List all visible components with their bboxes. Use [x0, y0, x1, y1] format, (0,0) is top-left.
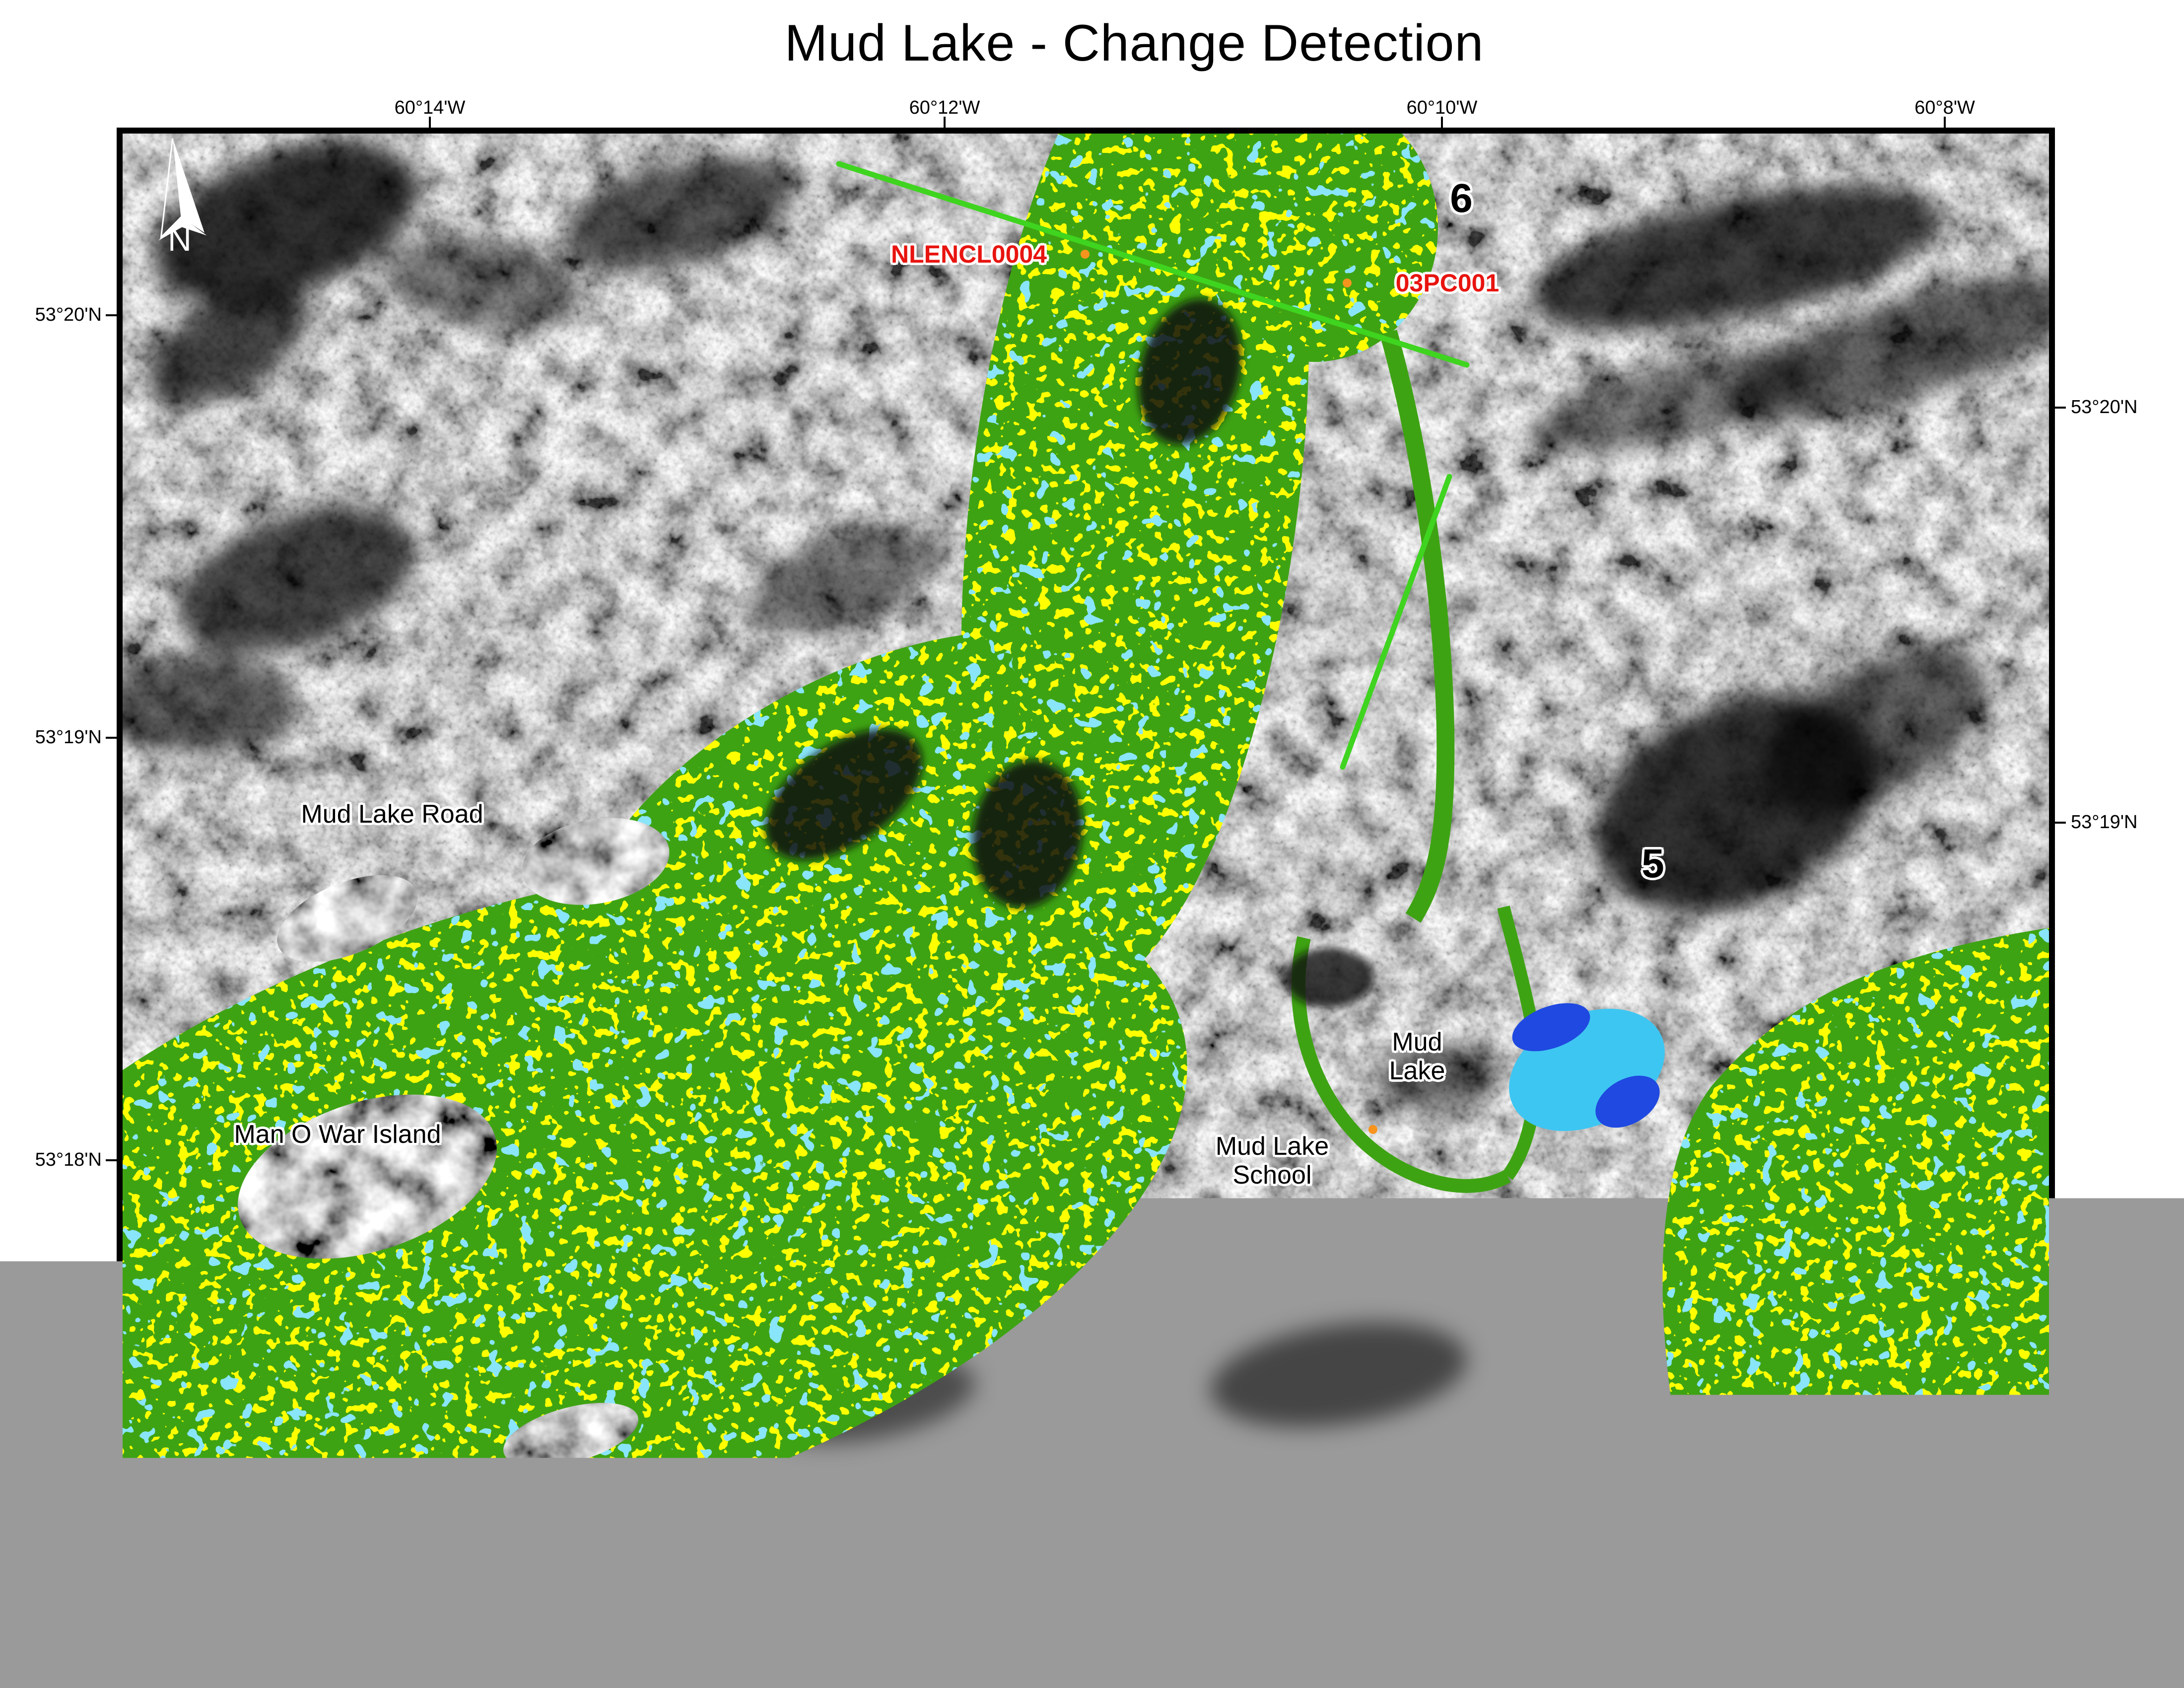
acquisition-label: COSMO-SkyMed May 2, 2018 21:51:11 UTC Sent…: [1631, 1362, 1904, 1483]
longitude-tick: [867, 1495, 869, 1506]
north-arrow-letter: N: [168, 220, 192, 258]
scalebar-segment: [701, 1633, 927, 1644]
area-number-5: 5: [1641, 841, 1664, 887]
legend-connector-icon: [1194, 1573, 1248, 1583]
latitude-label: 53°20'N: [35, 304, 102, 326]
legend-label-more-ice: more ice: [1255, 1564, 1343, 1591]
scalebar-segment: [1152, 1633, 1377, 1644]
latitude-tick: [106, 737, 117, 739]
latitude-label: 53°18'N: [35, 1149, 102, 1171]
scalebar-number: 2: [1145, 1602, 1158, 1628]
legend-color-segment: [971, 1543, 1084, 1563]
legend-arrow-left-icon: [859, 1573, 929, 1583]
copyright-text: COSMO-SkyMed Product – © ASI 2018 proces…: [1126, 1663, 2085, 1680]
area-number-6: 6: [1450, 175, 1473, 222]
latitude-label: 53°20'N: [2071, 397, 2137, 418]
legend-color-segment: [1195, 1543, 1307, 1563]
longitude-tick: [1876, 1495, 1878, 1506]
scalebar-segment: [1377, 1633, 1602, 1644]
legend-label-no-change: no change: [1080, 1564, 1187, 1591]
latitude-tick: [2055, 407, 2066, 409]
legend-colorbar: [859, 1543, 1419, 1563]
legend-color-segment: [859, 1543, 971, 1563]
latitude-tick: [106, 314, 117, 316]
longitude-tick: [362, 1495, 364, 1506]
map-document: Mud Lake - Change Detection: [0, 0, 2184, 1688]
site-label-03pc001: 03PC001: [1396, 269, 1500, 297]
latitude-tick: [2055, 822, 2066, 824]
scalebar: [699, 1630, 1604, 1646]
site-label-03oe017: 03OE017: [1344, 1213, 1373, 1318]
latitude-label: 53°19'N: [2071, 812, 2137, 833]
longitude-label: 60°12'W: [909, 97, 980, 119]
longitude-label: 60°10'W: [1337, 1508, 1408, 1530]
area-number-4: 4: [973, 1248, 996, 1294]
longitude-label: 60°10'W: [1407, 97, 1478, 119]
legend-connector-icon: [1019, 1573, 1073, 1583]
pitcher-plant-icon: [1962, 1548, 2012, 1598]
legend-label-less-ice: less ice: [936, 1564, 1012, 1591]
longitude-label: 60°8'W: [1914, 97, 1975, 119]
nl-logo-line2: Labrador: [1909, 1622, 2062, 1650]
latitude-tick: [106, 1159, 117, 1161]
longitude-label: 60°12'W: [832, 1508, 903, 1530]
place-label-mud-lake: Mud Lake: [1389, 1028, 1445, 1085]
site-label-nlencl0004: NLENCL0004: [891, 240, 1047, 269]
longitude-label: 60°14'W: [328, 1508, 399, 1530]
place-label-mud-lake-road: Mud Lake Road: [301, 800, 483, 829]
page-title: Mud Lake - Change Detection: [785, 14, 1484, 73]
legend-arrow-right-icon: [1350, 1573, 1419, 1583]
ccore-logo: c·core: [119, 1608, 370, 1673]
scalebar-number: 4: [1598, 1602, 1611, 1628]
longitude-label: 60°8'W: [1847, 1508, 1908, 1530]
legend-color-segment: [1307, 1543, 1419, 1563]
north-arrow: N: [138, 132, 217, 261]
projection-label: UTM Zone 21 N WGS84: [142, 1422, 304, 1482]
scalebar-segment: [927, 1633, 1152, 1644]
scalebar-number: 3: [1371, 1602, 1384, 1628]
longitude-tick: [1371, 1495, 1373, 1506]
latitude-label: 53°19'N: [35, 727, 102, 748]
legend-color-segment: [1083, 1543, 1195, 1563]
ccore-logo-text: c·core: [185, 1607, 370, 1671]
scalebar-unit: Km: [1612, 1626, 1646, 1653]
longitude-label: 60°14'W: [395, 97, 466, 119]
nl-logo-line1: Newfoundland: [1909, 1594, 2062, 1623]
legend-labels: less ice no change more ice: [854, 1565, 1425, 1591]
scalebar-number: 0: [692, 1602, 705, 1628]
latitude-label: 53°18'N: [2071, 1226, 2137, 1248]
place-label-man-o-war-island: Man O War Island: [234, 1120, 441, 1149]
latitude-tick: [2055, 1236, 2066, 1238]
ccore-logo-icon: [119, 1608, 171, 1673]
scalebar-number: 1: [919, 1602, 932, 1628]
place-label-mud-lake-school: Mud Lake School: [1216, 1132, 1329, 1190]
